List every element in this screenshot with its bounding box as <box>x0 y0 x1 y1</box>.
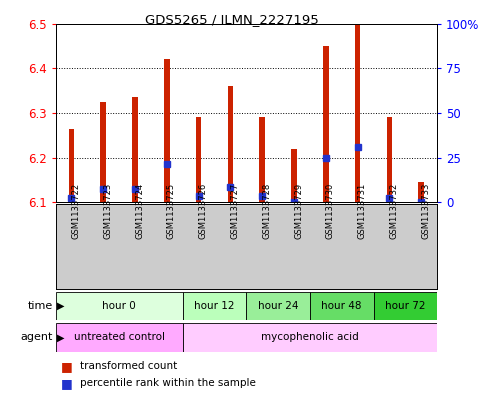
Text: GSM1133728: GSM1133728 <box>262 183 271 239</box>
Text: GSM1133730: GSM1133730 <box>326 183 335 239</box>
Text: GSM1133722: GSM1133722 <box>71 183 81 239</box>
Bar <box>310 292 373 320</box>
Bar <box>418 182 424 202</box>
Text: transformed count: transformed count <box>80 361 177 371</box>
Bar <box>164 59 170 202</box>
Bar <box>183 292 246 320</box>
Text: GSM1133726: GSM1133726 <box>199 183 208 239</box>
Text: hour 24: hour 24 <box>258 301 298 311</box>
Bar <box>246 292 310 320</box>
Text: GSM1133733: GSM1133733 <box>421 183 430 239</box>
Bar <box>291 149 297 202</box>
Text: GSM1133731: GSM1133731 <box>357 183 367 239</box>
Text: GSM1133725: GSM1133725 <box>167 183 176 239</box>
Text: GDS5265 / ILMN_2227195: GDS5265 / ILMN_2227195 <box>145 13 319 26</box>
Text: untreated control: untreated control <box>73 332 165 342</box>
Text: agent: agent <box>21 332 53 342</box>
Bar <box>355 24 360 202</box>
Bar <box>227 86 233 202</box>
Bar <box>323 46 329 202</box>
Text: time: time <box>28 301 53 311</box>
Text: percentile rank within the sample: percentile rank within the sample <box>80 378 256 388</box>
Bar <box>259 118 265 202</box>
Text: ▶: ▶ <box>57 332 64 342</box>
Bar <box>69 129 74 202</box>
Bar <box>196 118 201 202</box>
Bar <box>56 292 183 320</box>
Text: mycophenolic acid: mycophenolic acid <box>261 332 359 342</box>
Text: ▶: ▶ <box>57 301 64 311</box>
Bar <box>56 323 183 352</box>
Text: ■: ■ <box>60 376 72 390</box>
Text: GSM1133724: GSM1133724 <box>135 183 144 239</box>
Text: hour 72: hour 72 <box>385 301 426 311</box>
Text: hour 12: hour 12 <box>194 301 235 311</box>
Text: GSM1133723: GSM1133723 <box>103 183 112 239</box>
Text: GSM1133729: GSM1133729 <box>294 183 303 239</box>
Bar <box>183 323 437 352</box>
Text: GSM1133732: GSM1133732 <box>389 183 398 239</box>
Bar <box>373 292 437 320</box>
Bar <box>100 102 106 202</box>
Text: hour 0: hour 0 <box>102 301 136 311</box>
Bar <box>386 118 392 202</box>
Bar <box>132 97 138 202</box>
Text: hour 48: hour 48 <box>322 301 362 311</box>
Text: ■: ■ <box>60 360 72 373</box>
Text: GSM1133727: GSM1133727 <box>230 183 240 239</box>
